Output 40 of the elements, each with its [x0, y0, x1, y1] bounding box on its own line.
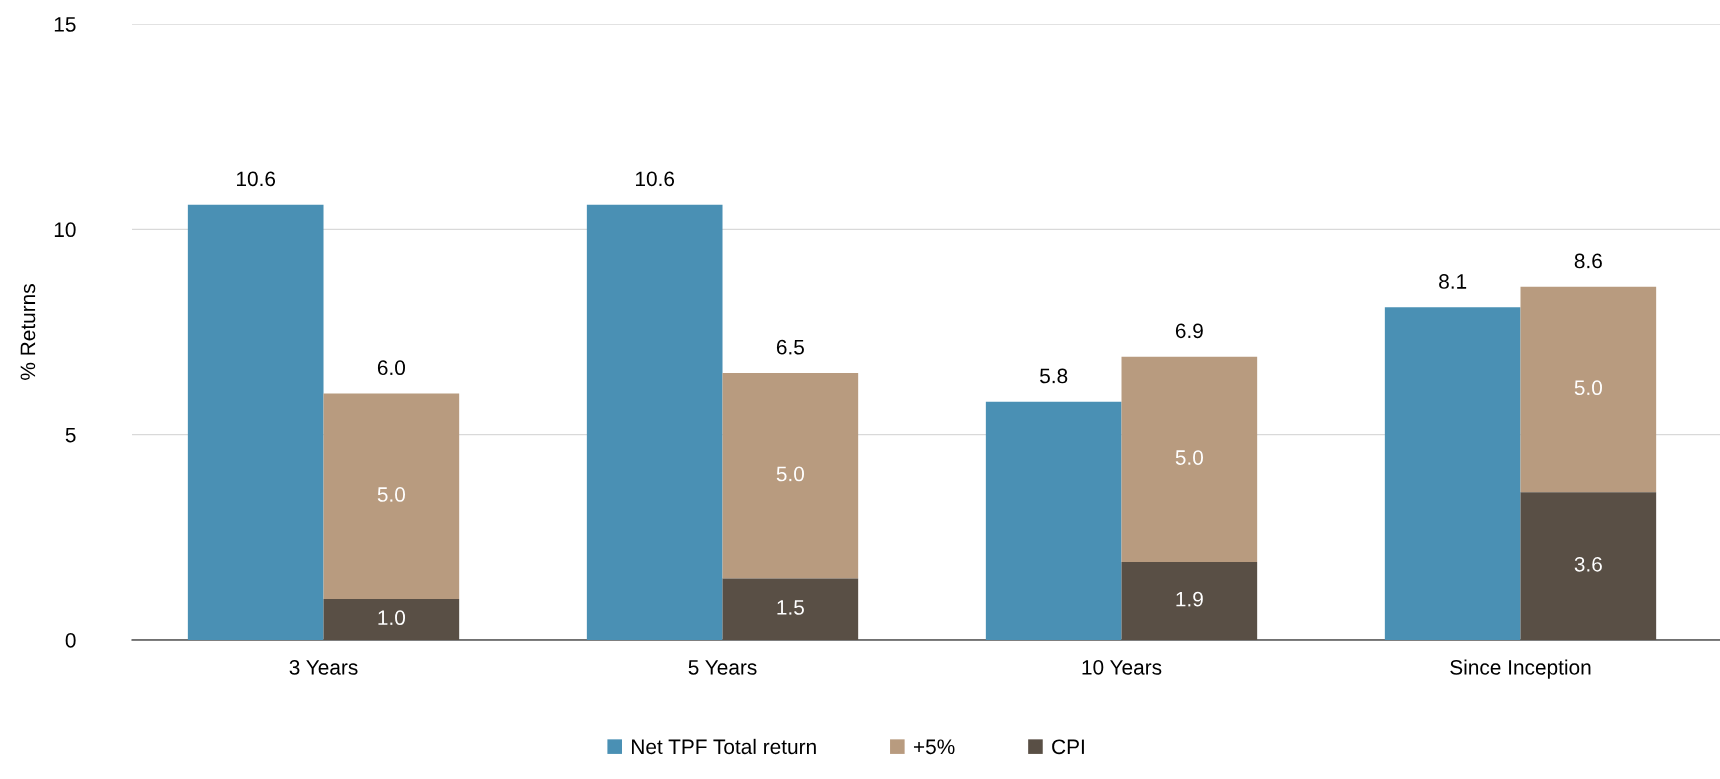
bar: [1121, 561, 1258, 640]
data-label: 10.6: [636, 171, 675, 187]
bar: [187, 204, 324, 640]
bar: [722, 578, 859, 640]
data-label: 5.8: [1040, 368, 1068, 384]
x-tick-label: 3 Years: [289, 659, 358, 675]
x-tick-label: 5 Years: [688, 660, 757, 675]
legend-label: +5%: [913, 739, 955, 755]
data-label: 10.6: [237, 171, 276, 187]
y-axis-title: % Returns: [20, 284, 36, 380]
data-label: 3.6: [1574, 556, 1602, 572]
x-tick-label: Since Inception: [1450, 659, 1591, 679]
bar: [985, 401, 1122, 640]
data-label: 1.5: [777, 600, 804, 615]
data-label: 8.1: [1439, 274, 1467, 289]
data-label: 5.0: [1574, 380, 1602, 396]
y-tick-label: 0: [65, 633, 76, 648]
bar: [1384, 307, 1521, 640]
y-tick-label: 5: [65, 427, 76, 443]
data-label: 5.0: [1175, 450, 1203, 465]
legend-label: Net TPF Total return: [632, 738, 816, 755]
annotation: 6.9: [1175, 323, 1203, 339]
bar: [1121, 356, 1258, 562]
bar: [722, 373, 859, 579]
x-tick-label: 10 Years: [1082, 659, 1162, 675]
legend-label: CPI: [1052, 739, 1084, 755]
bar: [323, 598, 460, 640]
bar: [1520, 492, 1657, 640]
data-label: 5.0: [776, 466, 805, 482]
data-label: 1.9: [1176, 591, 1203, 607]
annotation: 6.0: [377, 360, 406, 376]
y-tick-label: 15: [54, 17, 76, 32]
annotation: 6.5: [776, 339, 804, 355]
bar: [586, 204, 723, 640]
annotation: 8.6: [1574, 253, 1602, 269]
data-label: 1.0: [378, 610, 406, 626]
y-tick-label: 10: [54, 222, 76, 238]
bar: [1520, 286, 1657, 493]
bar: [323, 393, 460, 599]
data-label: 5.0: [377, 487, 406, 502]
